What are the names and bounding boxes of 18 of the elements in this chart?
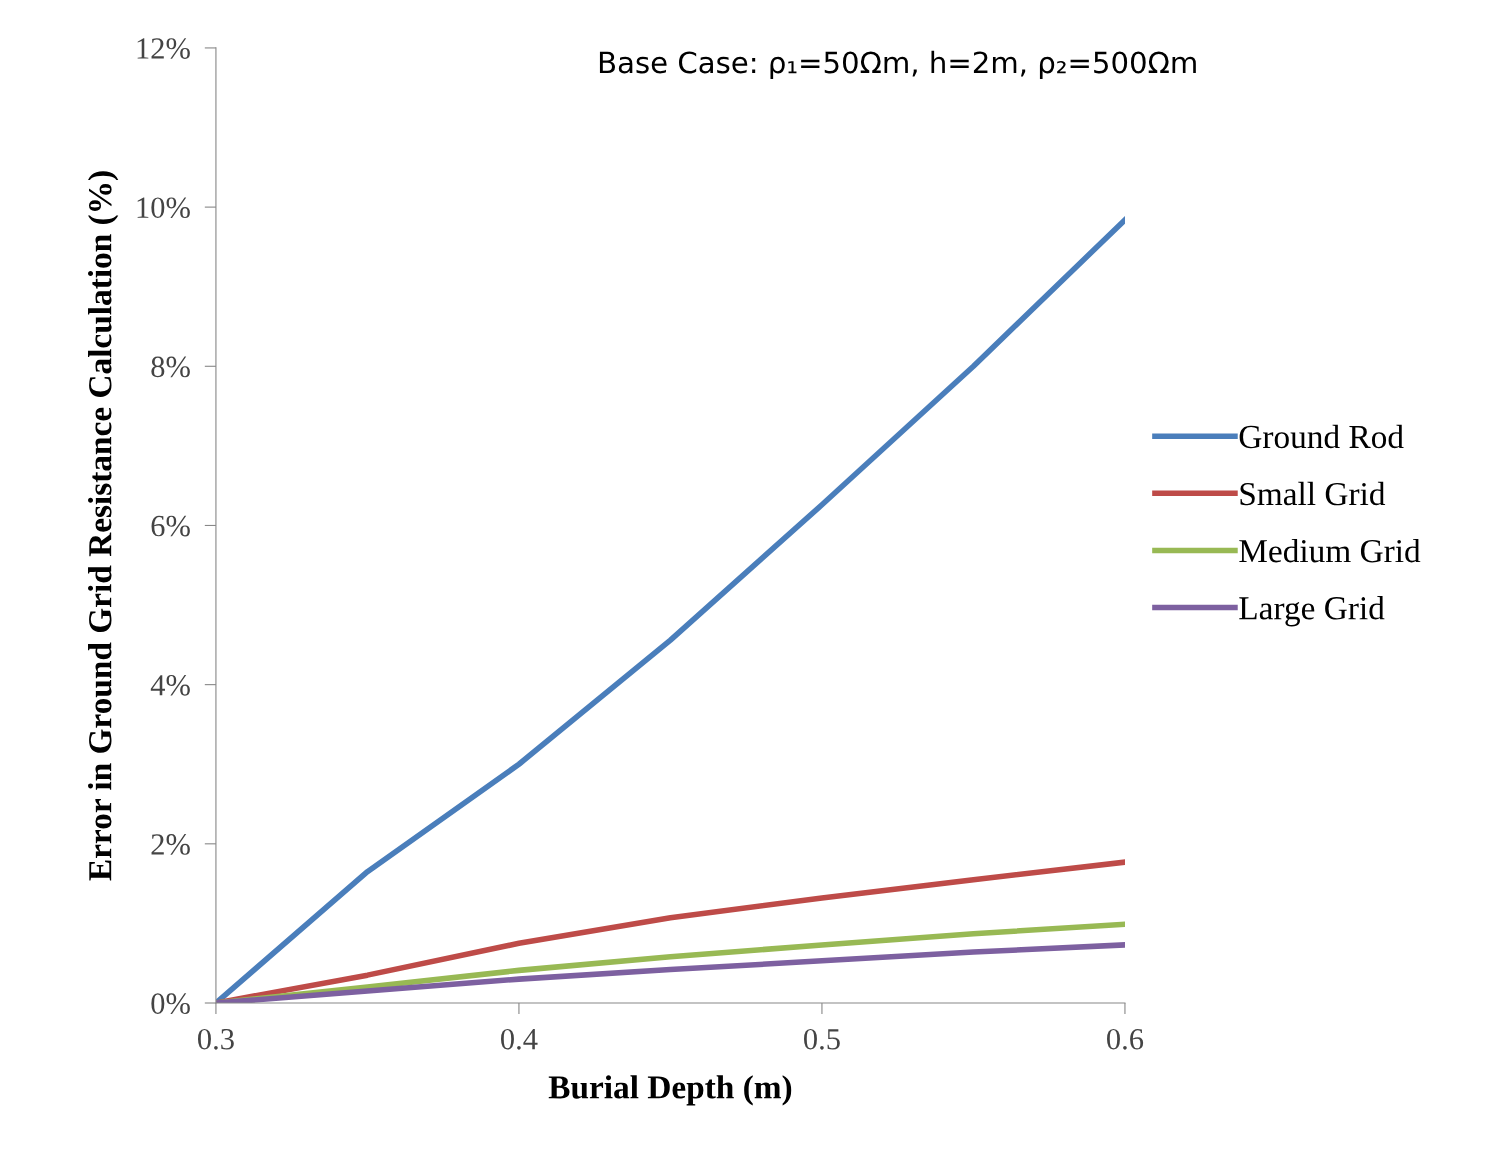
- y-tick-label: 4%: [150, 674, 190, 696]
- chart-title: Base Case: ρ₁=50Ωm, h=2m, ρ₂=500Ωm: [599, 50, 1196, 80]
- y-tick-label: 0%: [151, 993, 190, 1014]
- x-tick-label: 0.6: [1107, 1028, 1144, 1050]
- x-axis-title: Burial Depth (m): [548, 1075, 792, 1106]
- x-tick-label: 0.5: [804, 1028, 840, 1050]
- legend-label: Medium Grid: [1239, 538, 1421, 563]
- x-tick-label: 0.4: [501, 1028, 538, 1050]
- y-tick-label: 8%: [151, 356, 190, 378]
- x-tick-label: 0.3: [198, 1028, 234, 1050]
- y-axis-title: Error in Ground Grid Resistance Calculation (%): [88, 171, 119, 881]
- y-tick-label: 2%: [151, 834, 190, 855]
- legend-label: Small Grid: [1240, 481, 1386, 506]
- y-tick-label: 12%: [137, 38, 190, 59]
- y-tick-label: 6%: [151, 515, 190, 537]
- y-tick-label: 10%: [137, 197, 190, 219]
- legend-label: Ground Rod: [1239, 424, 1404, 449]
- legend-label: Large Grid: [1239, 596, 1385, 627]
